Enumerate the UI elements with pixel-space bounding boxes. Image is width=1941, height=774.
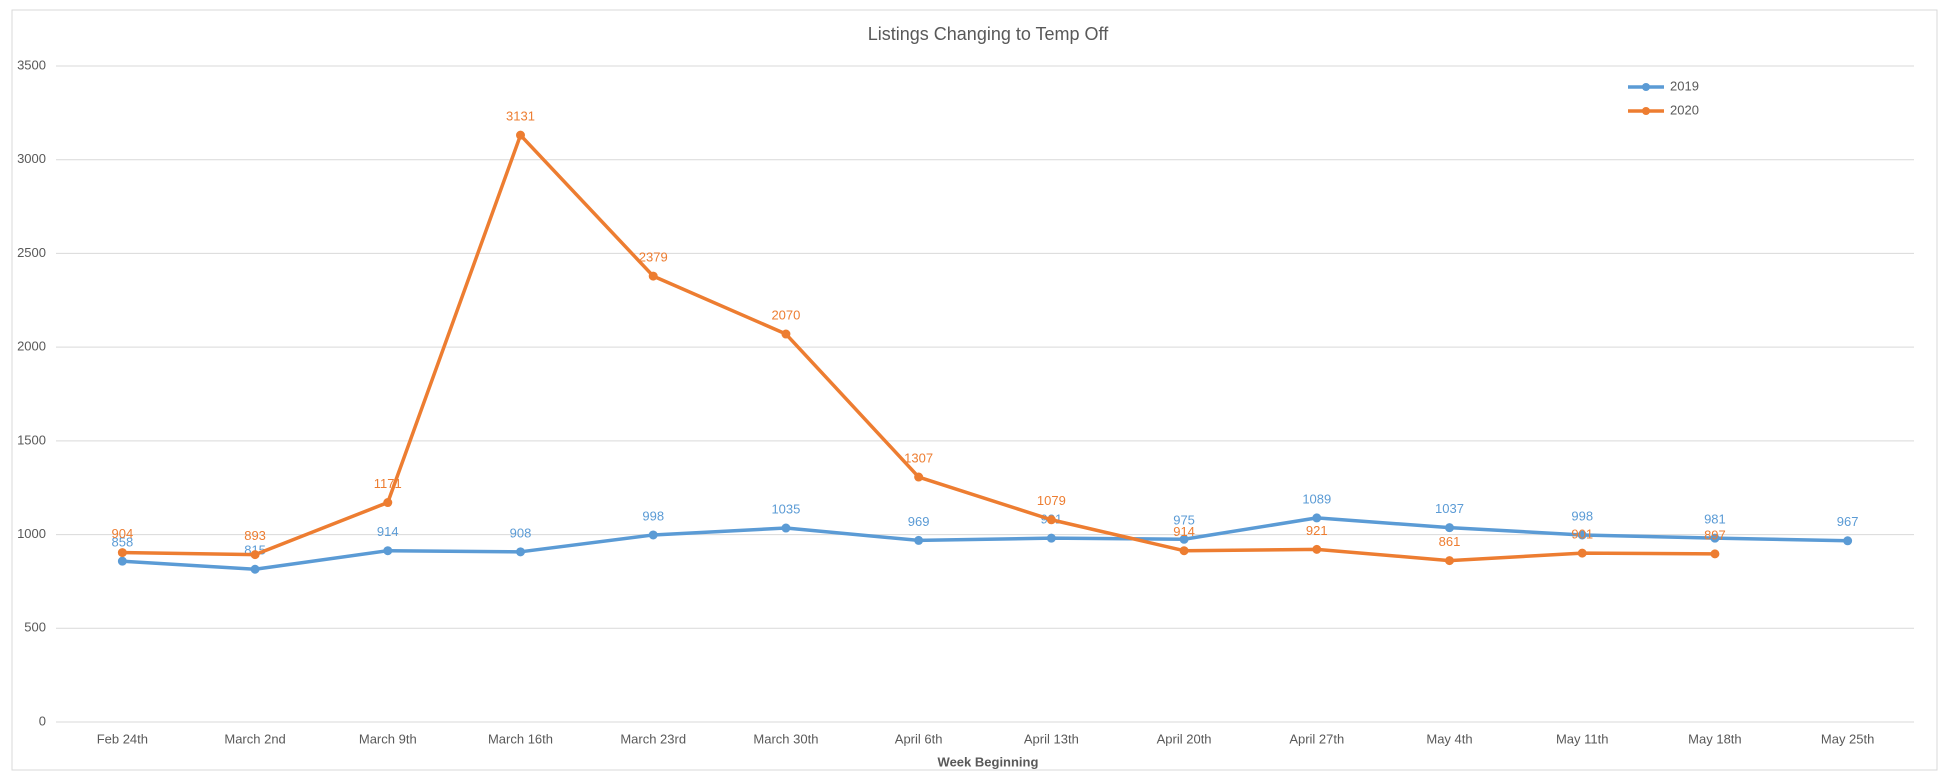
data-point (1445, 556, 1454, 566)
y-tick-label: 2500 (17, 245, 46, 260)
chart-border (11, 9, 1938, 771)
x-tick-label: April 6th (895, 731, 943, 746)
data-point (1445, 523, 1454, 533)
chart-title: Listings Changing to Temp Off (868, 24, 1109, 44)
data-point (781, 329, 791, 339)
data-point (383, 546, 393, 556)
y-tick-label: 3000 (17, 151, 46, 166)
data-label: 893 (244, 528, 266, 543)
x-tick-label: April 13th (1024, 731, 1079, 746)
data-label: 969 (908, 514, 930, 529)
x-tick-label: March 23rd (620, 731, 686, 746)
data-label: 904 (112, 526, 134, 541)
legend-label: 2019 (1670, 78, 1699, 93)
legend-marker (1642, 83, 1650, 91)
data-label: 861 (1439, 534, 1461, 549)
data-label: 2379 (639, 250, 668, 265)
data-label: 1035 (771, 501, 800, 516)
x-tick-label: Feb 24th (97, 731, 148, 746)
data-label: 1171 (374, 476, 402, 491)
y-tick-label: 1500 (17, 432, 46, 447)
data-label: 901 (1571, 527, 1593, 542)
data-label: 1307 (904, 450, 933, 465)
legend-marker (1642, 107, 1650, 115)
data-point (516, 130, 525, 140)
data-point (781, 523, 791, 533)
x-tick-label: April 27th (1289, 731, 1344, 746)
data-point (648, 530, 658, 540)
data-point (1046, 515, 1056, 525)
data-point (914, 535, 924, 545)
data-label: 1037 (1435, 501, 1464, 516)
x-tick-label: March 30th (753, 731, 818, 746)
data-point (1710, 549, 1720, 559)
data-label: 2070 (771, 307, 800, 322)
data-point (1312, 544, 1322, 554)
data-point (383, 498, 393, 508)
data-point (1843, 536, 1853, 546)
data-label: 967 (1837, 514, 1859, 529)
legend-label: 2020 (1670, 102, 1699, 117)
x-tick-label: April 20th (1157, 731, 1212, 746)
data-point (1046, 533, 1056, 543)
x-tick-label: May 4th (1426, 731, 1472, 746)
x-tick-label: March 2nd (224, 731, 285, 746)
y-tick-label: 500 (24, 620, 46, 635)
data-point (1577, 548, 1587, 558)
data-point (117, 548, 127, 558)
data-label: 908 (510, 525, 532, 540)
y-tick-label: 3500 (17, 57, 46, 72)
data-label: 1089 (1302, 491, 1331, 506)
x-tick-label: May 18th (1688, 731, 1741, 746)
y-tick-label: 0 (39, 713, 46, 728)
x-tick-label: May 11th (1556, 731, 1609, 746)
data-point (914, 472, 924, 482)
data-label: 1079 (1037, 493, 1066, 508)
data-label: 914 (1173, 524, 1195, 539)
data-label: 921 (1306, 523, 1328, 538)
data-label: 858 (112, 535, 134, 550)
data-label: 914 (377, 524, 399, 539)
x-axis-title: Week Beginning (938, 754, 1039, 769)
data-point (516, 547, 525, 557)
y-tick-label: 1000 (17, 526, 46, 541)
data-point (648, 271, 658, 281)
y-tick-label: 2000 (17, 339, 46, 354)
data-label: 3131 (506, 109, 535, 124)
x-tick-label: March 9th (359, 731, 417, 746)
data-label: 975 (1173, 513, 1195, 528)
data-point (1179, 546, 1189, 556)
data-point (117, 556, 127, 566)
data-label: 981 (1704, 512, 1726, 527)
data-point (1577, 530, 1587, 540)
data-label: 998 (1571, 508, 1593, 523)
data-point (1710, 533, 1720, 543)
data-point (1312, 513, 1322, 523)
data-label: 998 (642, 508, 664, 523)
x-tick-label: May 25th (1821, 731, 1874, 746)
data-point (250, 550, 260, 560)
data-point (1179, 534, 1189, 544)
series-line (122, 516, 1848, 571)
data-label: 897 (1704, 527, 1726, 542)
x-tick-label: March 16th (488, 731, 553, 746)
data-point (250, 564, 260, 574)
